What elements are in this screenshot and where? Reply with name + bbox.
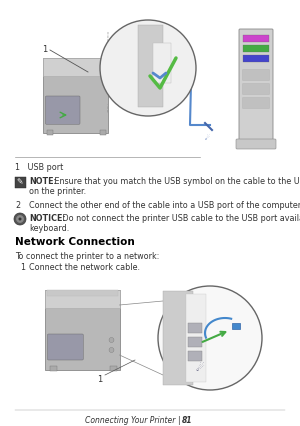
FancyBboxPatch shape	[188, 323, 202, 333]
FancyBboxPatch shape	[232, 323, 240, 329]
FancyBboxPatch shape	[46, 290, 118, 296]
Text: keyboard.: keyboard.	[29, 224, 69, 233]
Circle shape	[109, 337, 114, 343]
Text: NOTE:: NOTE:	[29, 177, 57, 186]
Text: ☄: ☄	[205, 135, 209, 141]
FancyBboxPatch shape	[46, 130, 52, 135]
FancyBboxPatch shape	[243, 45, 269, 52]
Text: Network Connection: Network Connection	[15, 237, 135, 247]
Circle shape	[14, 213, 26, 225]
Circle shape	[16, 216, 23, 222]
FancyBboxPatch shape	[100, 130, 106, 135]
Text: 1: 1	[20, 263, 25, 272]
FancyBboxPatch shape	[188, 351, 202, 361]
FancyBboxPatch shape	[242, 83, 269, 95]
FancyBboxPatch shape	[186, 294, 206, 383]
Circle shape	[100, 20, 196, 116]
Text: 1   USB port: 1 USB port	[15, 163, 63, 172]
Text: ✎: ✎	[17, 178, 23, 187]
Text: Connect the network cable.: Connect the network cable.	[29, 263, 140, 272]
FancyBboxPatch shape	[50, 366, 56, 371]
FancyBboxPatch shape	[163, 291, 193, 385]
FancyBboxPatch shape	[243, 55, 269, 62]
FancyBboxPatch shape	[43, 58, 107, 76]
FancyBboxPatch shape	[46, 96, 80, 124]
FancyBboxPatch shape	[188, 337, 202, 347]
FancyBboxPatch shape	[14, 176, 26, 187]
FancyBboxPatch shape	[242, 98, 269, 109]
FancyBboxPatch shape	[47, 334, 83, 360]
Circle shape	[109, 348, 114, 352]
Text: Do not connect the printer USB cable to the USB port available on the: Do not connect the printer USB cable to …	[60, 214, 300, 223]
FancyBboxPatch shape	[43, 58, 107, 132]
FancyBboxPatch shape	[239, 29, 273, 141]
FancyBboxPatch shape	[138, 25, 163, 106]
Text: on the printer.: on the printer.	[29, 187, 86, 196]
FancyBboxPatch shape	[242, 69, 269, 81]
FancyBboxPatch shape	[236, 139, 276, 149]
Text: Connecting Your Printer: Connecting Your Printer	[85, 416, 175, 425]
Text: To connect the printer to a network:: To connect the printer to a network:	[15, 252, 159, 261]
Circle shape	[19, 218, 22, 221]
Text: ☄: ☄	[196, 363, 204, 373]
FancyBboxPatch shape	[110, 366, 116, 371]
Text: NOTICE:: NOTICE:	[29, 214, 66, 223]
Text: 2: 2	[15, 201, 20, 210]
Circle shape	[158, 286, 262, 390]
Text: Connect the other end of the cable into a USB port of the computer.: Connect the other end of the cable into …	[29, 201, 300, 210]
Text: 81: 81	[182, 416, 193, 425]
FancyBboxPatch shape	[44, 290, 119, 370]
FancyBboxPatch shape	[44, 290, 119, 308]
Text: Ensure that you match the USB symbol on the cable to the USB symbol: Ensure that you match the USB symbol on …	[52, 177, 300, 186]
Text: 1: 1	[42, 46, 48, 55]
Text: |: |	[177, 416, 179, 425]
Text: 1: 1	[98, 375, 103, 385]
FancyBboxPatch shape	[153, 43, 171, 83]
FancyBboxPatch shape	[243, 35, 269, 42]
